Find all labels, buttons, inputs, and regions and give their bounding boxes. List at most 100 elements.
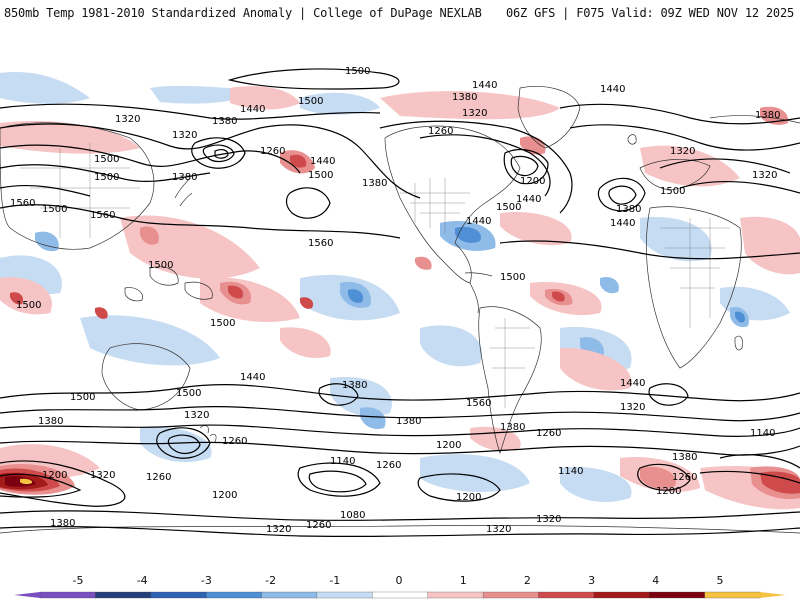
contour-label: 1320 [115, 114, 140, 125]
contour-label: 1320 [670, 146, 695, 157]
contour-label: 1260 [376, 460, 401, 471]
contour-label: 1560 [10, 198, 35, 209]
contour-label: 1500 [660, 186, 685, 197]
colorbar-swatch [538, 591, 595, 599]
contour-label: 1260 [306, 520, 331, 531]
colorbar-tick-label: 1 [460, 574, 467, 587]
contour-label: 1380 [616, 204, 641, 215]
colorbar-tick-labels: -5 -4 -3 -2 -1 0 1 2 3 4 5 [73, 574, 724, 587]
colorbar-tick-label: 4 [652, 574, 659, 587]
contour-label: 1200 [656, 486, 681, 497]
contour-label: 1380 [452, 92, 477, 103]
contour-label: 1140 [558, 466, 583, 477]
colorbar-tick-label: 0 [396, 574, 403, 587]
contour-label: 1560 [308, 238, 333, 249]
contour-label: 1320 [462, 108, 487, 119]
model-run-info: 06Z GFS | F075 Valid: 09Z WED NOV 12 202… [505, 6, 794, 20]
colorbar-swatch [649, 591, 706, 599]
contour-label: 1500 [70, 392, 95, 403]
contour-label: 1200 [436, 440, 461, 451]
colorbar-swatch [206, 591, 263, 599]
contour-label: 1500 [496, 202, 521, 213]
contour-label: 1080 [340, 510, 365, 521]
colorbar-swatch [261, 591, 318, 599]
contour-label: 1500 [148, 260, 173, 271]
colorbar-max-arrow [760, 592, 786, 598]
contour-label: 1260 [672, 472, 697, 483]
contour-label: 1440 [472, 80, 497, 91]
contour-label: 1380 [172, 172, 197, 183]
contour-label: 1380 [212, 116, 237, 127]
contour-label: 1380 [50, 518, 75, 529]
contour-label: 1320 [536, 514, 561, 525]
contour-label: 1500 [308, 170, 333, 181]
contour-label: 1500 [210, 318, 235, 329]
contour-label: 1440 [610, 218, 635, 229]
contour-label: 1320 [184, 410, 209, 421]
contour-label: 1200 [520, 176, 545, 187]
colorbar-swatch [593, 591, 650, 599]
contour-label: 1200 [42, 470, 67, 481]
colorbar-swatch [95, 591, 152, 599]
contour-label: 1140 [750, 428, 775, 439]
colorbar-swatch [150, 591, 207, 599]
contour-label: 1500 [500, 272, 525, 283]
contour-label: 1560 [466, 398, 491, 409]
map-title: 850mb Temp 1981-2010 Standardized Anomal… [4, 6, 482, 20]
colorbar-min-arrow [14, 592, 40, 598]
contour-label: 1440 [240, 104, 265, 115]
height-contours [0, 68, 800, 538]
contour-label: 1380 [755, 110, 780, 121]
colorbar-tick-label: 3 [588, 574, 595, 587]
contour-label: 1440 [240, 372, 265, 383]
contour-label: 1500 [94, 172, 119, 183]
contour-label: 1380 [362, 178, 387, 189]
colorbar-tick-label: 2 [524, 574, 531, 587]
contour-label: 1500 [16, 300, 41, 311]
contour-label: 1560 [90, 210, 115, 221]
contour-label: 1260 [536, 428, 561, 439]
contour-label: 1260 [222, 436, 247, 447]
contour-label: 1380 [342, 380, 367, 391]
contour-label: 1380 [396, 416, 421, 427]
contour-label: 1440 [310, 156, 335, 167]
colorbar-tick-label: -3 [201, 574, 212, 587]
contour-label: 1380 [500, 422, 525, 433]
colorbar-tick-label: -2 [265, 574, 276, 587]
colorbar-swatch [372, 591, 429, 599]
colorbar-swatches [14, 591, 786, 599]
contour-label: 1440 [620, 378, 645, 389]
contour-label: 1140 [330, 456, 355, 467]
contour-label: 1260 [260, 146, 285, 157]
contour-label: 1440 [466, 216, 491, 227]
coastlines [0, 86, 800, 534]
contour-label: 1500 [176, 388, 201, 399]
contour-label: 1200 [212, 490, 237, 501]
colorbar-swatch [704, 591, 761, 599]
contour-label: 1320 [752, 170, 777, 181]
contour-labels: 1500 1440 1380 1320 1500 1440 1380 1320 … [10, 66, 780, 535]
contour-label: 1320 [90, 470, 115, 481]
contour-label: 1320 [486, 524, 511, 535]
contour-label: 1500 [345, 66, 370, 77]
colorbar-tick-label: 5 [717, 574, 724, 587]
contour-label: 1320 [172, 130, 197, 141]
contour-label: 1440 [600, 84, 625, 95]
contour-label: 1380 [672, 452, 697, 463]
contour-label: 1200 [456, 492, 481, 503]
contour-label: 1260 [146, 472, 171, 483]
contour-label: 1500 [94, 154, 119, 165]
anomaly-map: 1500 1440 1380 1320 1500 1440 1380 1320 … [0, 28, 800, 558]
colorbar-swatch [316, 591, 373, 599]
contour-label: 1380 [38, 416, 63, 427]
contour-label: 1440 [516, 194, 541, 205]
colorbar-swatch [39, 591, 97, 599]
colorbar-tick-label: -4 [137, 574, 148, 587]
contour-label: 1260 [428, 126, 453, 137]
contour-label: 1500 [42, 204, 67, 215]
colorbar-swatch [427, 591, 484, 599]
contour-label: 1500 [298, 96, 323, 107]
colorbar-tick-label: -1 [329, 574, 340, 587]
anomaly-colorbar: -5 -4 -3 -2 -1 0 1 2 3 4 5 [14, 574, 786, 599]
colorbar-swatch [482, 591, 540, 599]
